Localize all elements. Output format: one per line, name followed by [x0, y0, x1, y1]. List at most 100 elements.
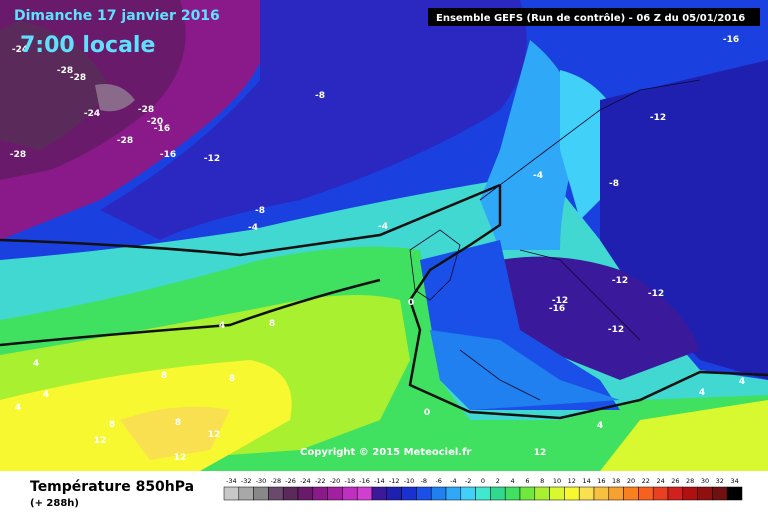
legend-swatch [356, 486, 373, 501]
legend-value: 30 [701, 477, 709, 485]
contour-label: 12 [174, 453, 187, 463]
legend-value: 24 [656, 477, 664, 485]
contour-label: 4 [33, 359, 39, 369]
legend-swatch [297, 486, 314, 501]
legend-swatch [342, 486, 358, 501]
legend-swatch [460, 486, 476, 501]
legend-value: -20 [330, 477, 341, 485]
color-scale: -34 -32 -30 -28 -26 -24 -22 -20 -18 -16 -14 -12 -10-… [223, 477, 743, 501]
contour-label: 4 [15, 403, 21, 413]
legend-swatch [386, 486, 402, 501]
contour-label: 0 [424, 408, 430, 418]
run-box [428, 8, 760, 26]
legend-value: -6 [435, 477, 441, 485]
contour-label: -28 [138, 105, 154, 115]
contour-label: -8 [255, 206, 265, 216]
contour-label: 12 [94, 436, 107, 446]
legend-value: 16 [597, 477, 605, 485]
contour-label: -8 [315, 91, 325, 101]
contour-label: -24 [12, 45, 28, 55]
contour-label: 8 [229, 374, 235, 384]
legend-value: 0 [481, 477, 485, 485]
contour-label: -16 [723, 35, 739, 45]
legend-swatch [504, 486, 521, 501]
legend-value: 14 [582, 477, 590, 485]
legend-value: -34 [226, 477, 237, 485]
legend-swatch [416, 486, 432, 501]
legend-swatch [623, 486, 639, 501]
legend-swatch [534, 486, 550, 501]
legend-value: -10 [404, 477, 415, 485]
legend-swatch [312, 486, 328, 501]
legend-swatch [371, 486, 388, 501]
contour-label: 12 [534, 448, 547, 458]
legend-value: 26 [671, 477, 679, 485]
map-time: 7:00 locale [20, 33, 155, 58]
legend-swatch [475, 486, 491, 501]
contour-label: 4 [43, 390, 49, 400]
legend-value: 32 [716, 477, 724, 485]
contour-label: -28 [10, 150, 26, 160]
legend-swatch [667, 486, 684, 501]
legend-value: 10 [553, 477, 561, 485]
contour-label: -12 [552, 296, 568, 306]
legend-swatch [578, 486, 595, 501]
legend-value: -16 [359, 477, 370, 485]
contour-label: -28 [57, 66, 73, 76]
legend-swatch [549, 486, 565, 501]
contour-label: -12 [608, 325, 624, 335]
legend-value: 28 [686, 477, 694, 485]
legend-swatch [430, 486, 447, 501]
legend-swatch [268, 486, 284, 501]
legend-swatch [638, 486, 654, 501]
legend-title: Température 850hPa [30, 479, 194, 495]
contour-label: 8 [161, 371, 167, 381]
legend-value: -32 [241, 477, 252, 485]
contour-label: -4 [533, 171, 543, 181]
contour-label: -4 [248, 223, 258, 233]
legend-swatch [490, 486, 506, 501]
legend-swatch [564, 486, 580, 501]
legend-value: -26 [285, 477, 296, 485]
legend-value: 12 [568, 477, 576, 485]
contour-label: -8 [609, 179, 619, 189]
legend-value: -14 [374, 477, 385, 485]
contour-label: -28 [117, 136, 133, 146]
legend-value: -8 [421, 477, 427, 485]
legend-value: 20 [627, 477, 635, 485]
legend-swatch [223, 486, 240, 501]
legend-value: -2 [465, 477, 471, 485]
contour-label: 4 [739, 377, 745, 387]
map-field [0, 0, 768, 471]
legend-value: 34 [730, 477, 738, 485]
legend-swatch [401, 486, 417, 501]
contour-label: -24 [84, 109, 100, 119]
contour-label: -12 [612, 276, 628, 286]
contour-label: -16 [154, 124, 170, 134]
legend-value: 2 [496, 477, 500, 485]
contour-label: -16 [160, 150, 176, 160]
legend-value: 8 [540, 477, 544, 485]
legend-swatch [652, 486, 669, 501]
legend-value: 6 [525, 477, 529, 485]
legend-swatch [712, 486, 728, 501]
map-date: Dimanche 17 janvier 2016 [14, 8, 220, 24]
contour-label: 0 [408, 298, 414, 308]
contour-label: -12 [650, 113, 666, 123]
contour-label: -28 [70, 73, 86, 83]
legend-value: -24 [300, 477, 311, 485]
legend-value: -30 [256, 477, 267, 485]
contour-label: 8 [269, 319, 275, 329]
contour-label: -16 [549, 304, 565, 314]
contour-label: -12 [204, 154, 220, 164]
legend-swatch [282, 486, 299, 501]
legend-value: 4 [511, 477, 515, 485]
legend-lead: (+ 288h) [30, 498, 79, 509]
contour-label: 8 [175, 418, 181, 428]
legend-swatch [697, 486, 713, 501]
legend-swatch [253, 486, 269, 501]
legend-swatch [593, 486, 610, 501]
copyright: Copyright © 2015 Meteociel.fr [300, 447, 471, 458]
legend-swatch [238, 486, 254, 501]
